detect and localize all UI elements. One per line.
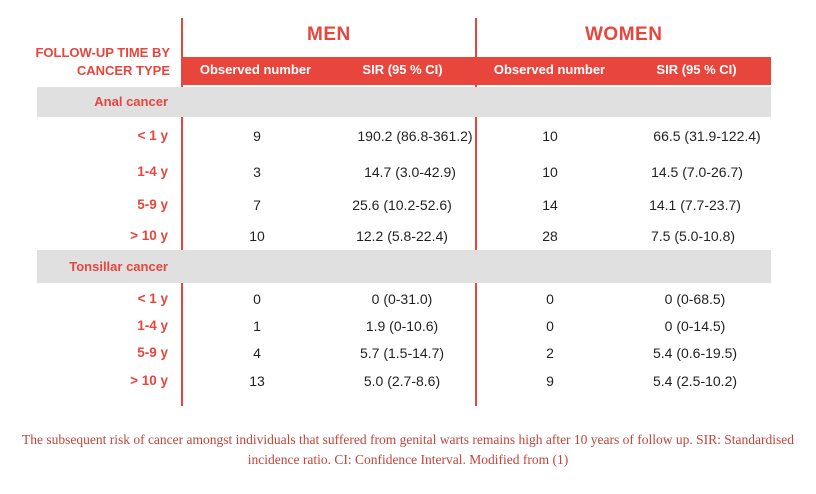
table-cell: 13: [249, 373, 265, 389]
table-cell: 14.1 (7.7-23.7): [649, 197, 741, 213]
row-label: 5-9 y: [137, 197, 168, 212]
women-header: WOMEN: [585, 24, 663, 45]
table-cell: 3: [253, 164, 261, 180]
table-cell: 190.2 (86.8-361.2): [357, 128, 473, 144]
row-header-label: FOLLOW-UP TIME BY CANCER TYPE: [35, 45, 170, 78]
table-cell: 5.7 (1.5-14.7): [359, 345, 445, 361]
table-cell: 0: [253, 291, 261, 307]
table-cell: 0 (0-14.5): [664, 318, 726, 334]
column-header-women-sir: SIR (95 % CI): [656, 62, 737, 77]
table-cell: 14.7 (3.0-42.9): [364, 164, 456, 180]
row-label: < 1 y: [137, 128, 168, 143]
table-cell: 14: [542, 197, 558, 213]
table-cell: 5.0 (2.7-8.6): [363, 373, 441, 389]
table-cell: 0: [546, 291, 554, 307]
men-header: MEN: [307, 24, 351, 45]
table-cell: 1: [253, 318, 261, 334]
table-cell: 10: [542, 128, 558, 144]
table-cell: 28: [542, 228, 558, 244]
table-cell: 12.2 (5.8-22.4): [356, 228, 448, 244]
column-header-men-observed: Observed number: [199, 62, 312, 77]
column-header-women-observed: Observed number: [493, 62, 606, 77]
table-cell: 2: [546, 345, 554, 361]
table-cell: 0: [546, 318, 554, 334]
row-label: > 10 y: [130, 228, 168, 243]
column-header-men-sir: SIR (95 % CI): [362, 62, 443, 77]
column-header-bar: [183, 57, 771, 85]
table-cell: 0 (0-68.5): [664, 291, 726, 307]
table-cell: 0 (0-31.0): [371, 291, 433, 307]
table-cell: 10: [542, 164, 558, 180]
table-cell: 25.6 (10.2-52.6): [352, 197, 452, 213]
row-label: < 1 y: [137, 291, 168, 306]
row-label: 1-4 y: [137, 318, 168, 333]
section-label-anal: Anal cancer: [94, 94, 168, 109]
table-cell: 14.5 (7.0-26.7): [651, 164, 743, 180]
table-cell: 66.5 (31.9-122.4): [653, 128, 761, 144]
table-cell: 7.5 (5.0-10.8): [650, 228, 736, 244]
left-divider: [181, 18, 183, 406]
table-cell: 10: [249, 228, 265, 244]
table-cell: 7: [253, 197, 261, 213]
section-label-tonsillar: Tonsillar cancer: [69, 259, 168, 274]
section-bar-anal: [37, 87, 771, 117]
table-cell: 5.4 (2.5-10.2): [652, 373, 738, 389]
table-cell: 9: [546, 373, 554, 389]
table-cell: 5.4 (0.6-19.5): [652, 345, 738, 361]
row-label: > 10 y: [130, 373, 168, 388]
row-label: 5-9 y: [137, 345, 168, 360]
table-cell: 1.9 (0-10.6): [365, 318, 439, 334]
table-cell: 9: [253, 128, 261, 144]
section-bar-tonsillar: [37, 250, 771, 283]
middle-divider: [475, 18, 477, 406]
row-label: 1-4 y: [137, 164, 168, 179]
figure-caption: The subsequent risk of cancer amongst in…: [21, 432, 795, 467]
table-cell: 4: [253, 345, 261, 361]
